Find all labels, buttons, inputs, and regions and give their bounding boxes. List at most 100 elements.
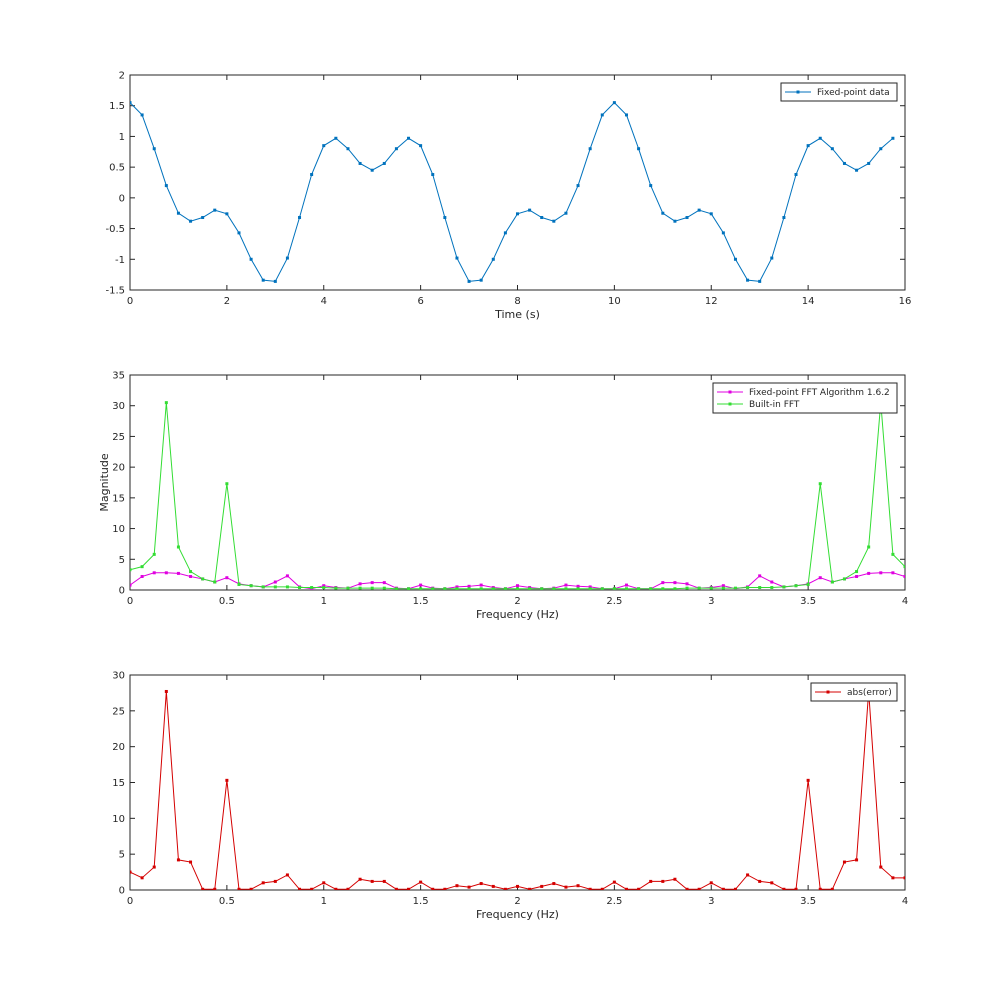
data-point <box>721 586 725 590</box>
axes-box <box>129 74 906 291</box>
data-point <box>540 587 544 590</box>
x-tick-label: 1 <box>321 896 327 907</box>
data-point <box>455 587 459 590</box>
data-point <box>746 873 750 877</box>
data-point <box>637 887 641 890</box>
data-point <box>237 887 241 890</box>
data-point <box>770 881 774 885</box>
data-point <box>661 211 665 215</box>
data-point <box>733 586 737 590</box>
data-point <box>867 545 871 549</box>
data-point <box>370 581 374 585</box>
data-point <box>140 113 144 117</box>
data-point <box>552 882 556 886</box>
legend: Fixed-point data <box>780 82 898 102</box>
y-tick-label: -1.5 <box>105 286 125 297</box>
data-point <box>637 587 641 590</box>
data-point <box>358 582 362 586</box>
data-point <box>479 278 483 282</box>
data-point <box>298 887 302 890</box>
data-point <box>709 586 713 590</box>
series-fixed-point-data <box>130 101 895 283</box>
y-tick-label: 25 <box>112 432 125 443</box>
legend-marker <box>728 390 732 394</box>
data-point <box>721 887 725 890</box>
data-point <box>407 587 411 590</box>
data-point <box>661 581 665 585</box>
data-point <box>419 144 423 148</box>
data-point <box>564 587 568 590</box>
data-point <box>673 581 677 585</box>
data-point <box>588 887 592 890</box>
data-point <box>855 570 859 574</box>
x-tick-label: 0 <box>127 596 133 607</box>
data-point <box>576 184 580 188</box>
data-point <box>443 587 447 590</box>
data-point <box>503 887 507 890</box>
data-point <box>552 587 556 590</box>
data-point <box>782 887 786 890</box>
legend-label: Built-in FFT <box>749 400 800 410</box>
data-point <box>564 211 568 215</box>
data-point <box>419 587 423 590</box>
data-point <box>394 147 398 151</box>
y-tick-label: -0.5 <box>105 224 125 235</box>
data-point <box>649 879 653 883</box>
data-point <box>176 211 180 215</box>
data-point <box>794 584 798 588</box>
data-point <box>709 881 713 885</box>
y-tick-label: 15 <box>112 493 125 504</box>
data-point <box>213 208 217 212</box>
data-point <box>794 887 798 890</box>
data-point <box>697 586 701 590</box>
data-point <box>152 552 156 556</box>
data-point <box>370 586 374 590</box>
data-point <box>685 586 689 590</box>
data-point <box>152 865 156 869</box>
data-point <box>528 208 532 212</box>
data-point <box>225 212 229 216</box>
data-point <box>334 887 338 890</box>
x-tick-label: 3 <box>708 596 714 607</box>
series-abs-error- <box>130 689 905 890</box>
data-point <box>130 101 132 105</box>
data-point <box>818 887 822 890</box>
data-point <box>830 580 834 584</box>
data-point <box>806 144 810 148</box>
data-point <box>770 586 774 590</box>
x-tick-label: 8 <box>514 296 520 307</box>
data-point <box>370 168 374 172</box>
y-tick-label: 2 <box>119 71 125 82</box>
data-point <box>503 231 507 235</box>
data-point <box>261 278 265 282</box>
data-point <box>516 584 519 588</box>
data-point <box>237 582 241 586</box>
data-point <box>140 876 144 880</box>
data-point <box>130 870 132 874</box>
x-tick-label: 1.5 <box>413 596 429 607</box>
data-point <box>491 257 495 261</box>
data-point <box>685 216 689 220</box>
y-tick-label: 0 <box>119 193 125 204</box>
data-point <box>443 216 447 220</box>
data-point <box>189 219 193 223</box>
data-point <box>540 884 544 888</box>
data-point <box>782 585 786 589</box>
data-point <box>310 586 314 590</box>
x-tick-label: 2.5 <box>606 596 622 607</box>
data-point <box>491 884 495 888</box>
data-point <box>213 580 217 584</box>
x-tick-label: 0.5 <box>219 896 235 907</box>
data-point <box>624 587 628 590</box>
data-point <box>830 147 834 151</box>
data-point <box>758 586 762 590</box>
legend-label: Fixed-point data <box>817 88 890 98</box>
data-point <box>225 576 229 580</box>
data-point <box>189 860 193 864</box>
data-point <box>310 887 314 890</box>
data-point <box>806 582 810 586</box>
data-point <box>455 884 459 888</box>
data-point <box>673 587 677 590</box>
data-point <box>358 586 362 590</box>
